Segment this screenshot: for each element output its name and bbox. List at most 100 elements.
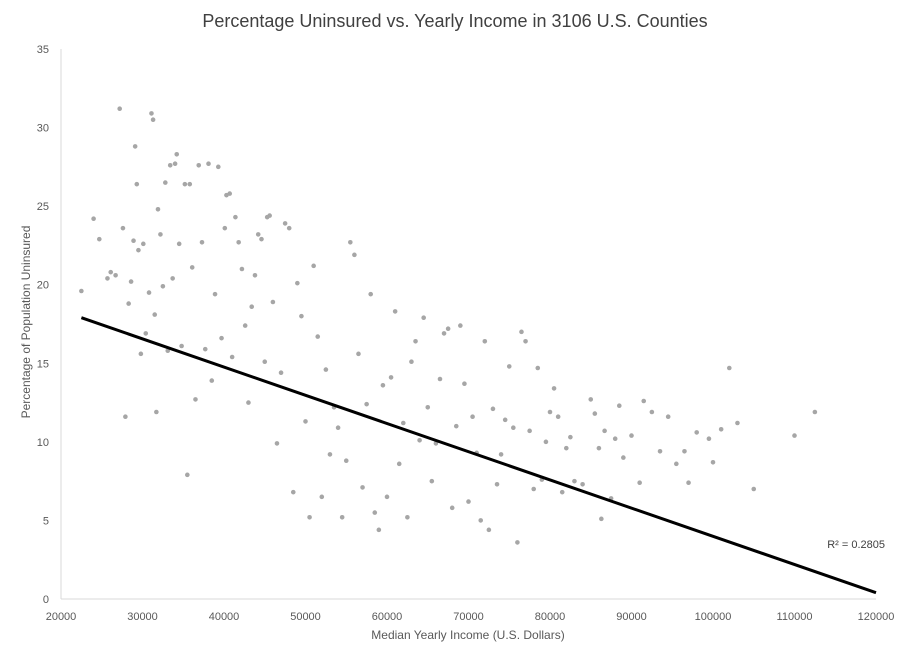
data-point	[535, 365, 541, 371]
x-tick-label: 20000	[46, 611, 77, 623]
data-point	[155, 206, 161, 212]
data-point	[212, 291, 218, 297]
data-point	[167, 162, 173, 168]
data-point	[417, 437, 422, 443]
data-point	[588, 397, 594, 402]
y-tick-label: 5	[43, 515, 49, 527]
data-point	[674, 461, 679, 467]
data-point	[580, 481, 585, 487]
data-point	[392, 309, 398, 314]
data-point	[649, 409, 655, 415]
data-point	[616, 403, 622, 409]
data-point	[519, 329, 524, 335]
data-point	[511, 425, 516, 431]
data-point	[187, 181, 193, 187]
data-point	[311, 263, 316, 269]
data-point	[176, 241, 182, 247]
data-point	[307, 514, 312, 520]
data-point	[219, 335, 224, 341]
y-tick-label: 35	[37, 44, 49, 56]
x-tick-label: 90000	[616, 611, 647, 623]
data-point	[299, 313, 304, 319]
data-point	[117, 106, 122, 112]
data-point	[113, 272, 118, 278]
data-point	[543, 439, 549, 445]
data-point	[163, 180, 168, 185]
data-point	[462, 381, 467, 387]
data-points	[79, 106, 818, 545]
data-point	[182, 181, 188, 187]
data-point	[478, 518, 484, 523]
data-point	[335, 425, 341, 431]
x-tick-label: 100000	[695, 611, 732, 623]
y-tick-label: 20	[37, 280, 49, 292]
y-axis-ticks: 0 5 10 15 20 25 30 35	[37, 44, 49, 606]
data-point	[123, 414, 128, 420]
data-point	[792, 433, 797, 438]
x-tick-label: 60000	[372, 611, 403, 623]
data-point	[348, 239, 353, 245]
data-point	[641, 398, 647, 404]
data-point	[170, 276, 175, 281]
data-point	[665, 414, 671, 420]
data-point	[564, 445, 569, 451]
data-point	[319, 494, 325, 500]
data-point	[152, 312, 158, 317]
data-point	[686, 480, 691, 486]
y-tick-label: 0	[43, 594, 49, 606]
x-axis-label: Median Yearly Income (U.S. Dollars)	[371, 628, 564, 642]
data-point	[657, 448, 663, 454]
data-point	[629, 433, 634, 438]
data-point	[612, 436, 618, 442]
data-point	[637, 480, 642, 486]
data-point	[360, 485, 365, 490]
data-point	[506, 364, 512, 369]
data-point	[150, 117, 156, 123]
data-point	[555, 414, 561, 420]
data-point	[401, 420, 406, 426]
data-point	[352, 252, 357, 258]
x-tick-label: 120000	[858, 611, 895, 623]
data-point	[120, 225, 126, 231]
data-point	[486, 527, 492, 533]
data-point	[706, 436, 712, 442]
data-point	[515, 540, 520, 545]
data-point	[751, 486, 757, 492]
data-point	[199, 239, 205, 245]
data-point	[136, 247, 141, 253]
trendline	[80, 316, 877, 595]
data-point	[596, 445, 602, 451]
data-point	[143, 331, 149, 336]
data-point	[441, 331, 447, 336]
y-axis-label: Percentage of Population Uninsured	[19, 226, 33, 419]
data-point	[209, 378, 215, 383]
data-point	[372, 510, 378, 515]
data-point	[149, 111, 154, 116]
data-point	[290, 489, 296, 495]
data-point	[490, 406, 496, 412]
data-point	[551, 386, 557, 391]
data-point	[315, 334, 321, 339]
x-tick-label: 40000	[209, 611, 240, 623]
data-point	[413, 338, 418, 344]
data-point	[267, 213, 272, 218]
data-point	[559, 489, 565, 495]
y-tick-label: 25	[37, 201, 49, 213]
data-point	[222, 225, 228, 231]
data-point	[185, 472, 190, 478]
data-point	[368, 291, 374, 297]
data-point	[405, 514, 410, 520]
data-point	[134, 181, 140, 187]
data-point	[131, 238, 136, 244]
data-point	[482, 338, 488, 344]
data-point	[79, 288, 84, 294]
data-point	[388, 375, 394, 380]
data-point	[409, 359, 414, 365]
data-point	[602, 428, 607, 434]
data-point	[376, 527, 382, 533]
data-point	[470, 414, 475, 420]
data-point	[174, 151, 180, 157]
data-point	[196, 162, 202, 168]
data-point	[239, 266, 245, 272]
